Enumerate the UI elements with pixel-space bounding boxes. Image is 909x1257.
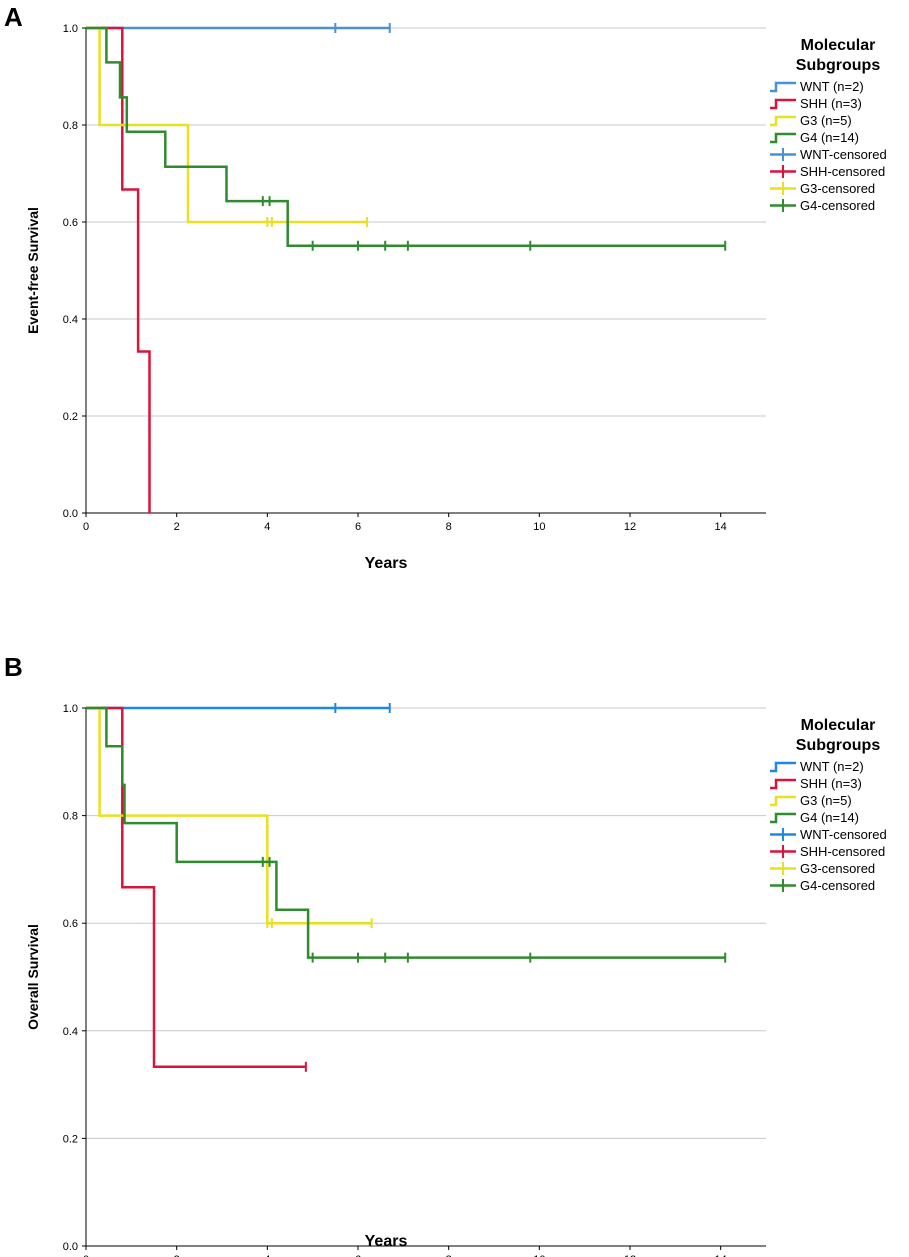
- legend-label: G4-censored: [800, 878, 876, 893]
- series-line-g4: [86, 706, 726, 959]
- x-tick-label: 0: [83, 521, 89, 533]
- censor-mark-icon: [770, 862, 796, 875]
- panel-b: B 0.0 0.2 0.4 0.6 0.8 1.0 0 2 4 6 8 10 12 14 Years Over…: [0, 650, 909, 1257]
- x-tick-label: 14: [715, 521, 727, 533]
- legend-label: SHH (n=3): [800, 776, 862, 791]
- legend-item: G4 (n=14): [768, 129, 908, 146]
- x-tick-label: 2: [174, 521, 180, 533]
- step-line-icon: [770, 98, 796, 110]
- legend-item: WNT-censored: [768, 826, 908, 843]
- x-axis-title: Years: [365, 1233, 408, 1250]
- y-tick-label: 0.8: [63, 811, 78, 823]
- y-tick-label: 0.0: [63, 1241, 78, 1253]
- x-tick-label: 6: [355, 1254, 361, 1257]
- km-plot-overall: 0.0 0.2 0.4 0.6 0.8 1.0 0 2 4 6 8 10 12 14 Years Overal…: [25, 703, 766, 1257]
- km-plot-event-free: 0.0 0.2 0.4 0.6 0.8 1.0 0 2 4 6 8 10 12 14 Years Event-…: [25, 23, 766, 572]
- censor-mark-icon: [770, 828, 796, 841]
- x-tick-label: 10: [533, 1254, 545, 1257]
- legend-item: G4-censored: [768, 877, 908, 894]
- x-tick-label: 6: [355, 521, 361, 533]
- legend-item: WNT-censored: [768, 146, 908, 163]
- step-line-icon: [770, 115, 796, 127]
- legend-label: G3-censored: [800, 861, 876, 876]
- legend-label: G3 (n=5): [800, 793, 852, 808]
- y-tick-label: 1.0: [63, 23, 78, 35]
- censor-mark-icon: [770, 845, 796, 858]
- legend-item: G3-censored: [768, 860, 908, 877]
- x-tick-label: 4: [264, 1254, 270, 1257]
- y-tick-label: 0.8: [63, 120, 78, 132]
- panel-a: A 0.0 0.2 0.4 0.6 0.8 1.0 0 2 4 6 8 10 12 14 Years Even…: [0, 0, 909, 610]
- step-line-icon: [770, 81, 796, 93]
- legend-item: G4 (n=14): [768, 809, 908, 826]
- legend-label: SHH-censored: [800, 164, 886, 179]
- step-line-icon: [770, 795, 796, 807]
- y-axis-title: Overall Survival: [25, 924, 41, 1030]
- y-tick-label: 0.6: [63, 217, 78, 229]
- y-tick-label: 0.6: [63, 918, 78, 930]
- legend-item: WNT (n=2): [768, 758, 908, 775]
- panel-letter: B: [4, 652, 23, 682]
- legend-label: WNT-censored: [800, 827, 887, 842]
- legend-label: WNT (n=2): [800, 79, 864, 94]
- series-line-shh: [86, 706, 306, 1069]
- censor-mark-icon: [770, 148, 796, 161]
- legend-item: G3 (n=5): [768, 112, 908, 129]
- legend-item: G3-censored: [768, 180, 908, 197]
- legend-label: WNT (n=2): [800, 759, 864, 774]
- series-line-shh: [86, 26, 151, 513]
- y-tick-label: 0.2: [63, 1133, 78, 1145]
- legend-item: G4-censored: [768, 197, 908, 214]
- y-tick-label: 0.0: [63, 508, 78, 520]
- y-tick-label: 0.4: [63, 1026, 78, 1038]
- legend-label: G3-censored: [800, 181, 876, 196]
- y-tick-label: 0.2: [63, 411, 78, 423]
- legend-title-line1: Molecular: [800, 717, 876, 734]
- x-tick-label: 4: [264, 521, 270, 533]
- x-tick-label: 8: [446, 1254, 452, 1257]
- legend-title-line2: Subgroups: [795, 737, 881, 754]
- step-line-icon: [770, 778, 796, 790]
- y-tick-label: 0.4: [63, 314, 78, 326]
- x-tick-label: 0: [83, 1254, 89, 1257]
- legend-item: SHH-censored: [768, 843, 908, 860]
- x-tick-label: 2: [174, 1254, 180, 1257]
- x-tick-label: 14: [715, 1254, 727, 1257]
- step-line-icon: [770, 761, 796, 773]
- legend-title: Molecular Subgroups: [768, 716, 908, 756]
- legend-label: SHH-censored: [800, 844, 886, 859]
- legend-item: G3 (n=5): [768, 792, 908, 809]
- legend-label: G4 (n=14): [800, 810, 859, 825]
- panel-letter: A: [4, 2, 23, 32]
- legend-item: WNT (n=2): [768, 78, 908, 95]
- censor-mark-icon: [770, 165, 796, 178]
- legend-title-line2: Subgroups: [795, 57, 881, 74]
- x-tick-label: 12: [624, 521, 636, 533]
- step-line-icon: [770, 132, 796, 144]
- series-line-g4: [86, 26, 726, 248]
- legend-label: WNT-censored: [800, 147, 887, 162]
- y-axis-title: Event-free Survival: [25, 207, 41, 334]
- x-axis-title: Years: [365, 555, 408, 572]
- censor-mark-icon: [770, 879, 796, 892]
- x-tick-label: 8: [446, 521, 452, 533]
- legend-label: G4 (n=14): [800, 130, 859, 145]
- censor-mark-icon: [770, 182, 796, 195]
- x-tick-label: 10: [533, 521, 545, 533]
- legend-title: Molecular Subgroups: [768, 36, 908, 76]
- legend-item: SHH (n=3): [768, 775, 908, 792]
- legend-item: SHH (n=3): [768, 95, 908, 112]
- legend: Molecular Subgroups WNT (n=2) SHH (n=3) G3…: [768, 716, 908, 894]
- legend-label: SHH (n=3): [800, 96, 862, 111]
- y-tick-label: 1.0: [63, 703, 78, 715]
- legend-label: G3 (n=5): [800, 113, 852, 128]
- legend-title-line1: Molecular: [800, 37, 876, 54]
- legend-item: SHH-censored: [768, 163, 908, 180]
- legend: Molecular Subgroups WNT (n=2) SHH (n=3) G3…: [768, 36, 908, 214]
- legend-label: G4-censored: [800, 198, 876, 213]
- censor-mark-icon: [770, 199, 796, 212]
- step-line-icon: [770, 812, 796, 824]
- x-tick-label: 12: [624, 1254, 636, 1257]
